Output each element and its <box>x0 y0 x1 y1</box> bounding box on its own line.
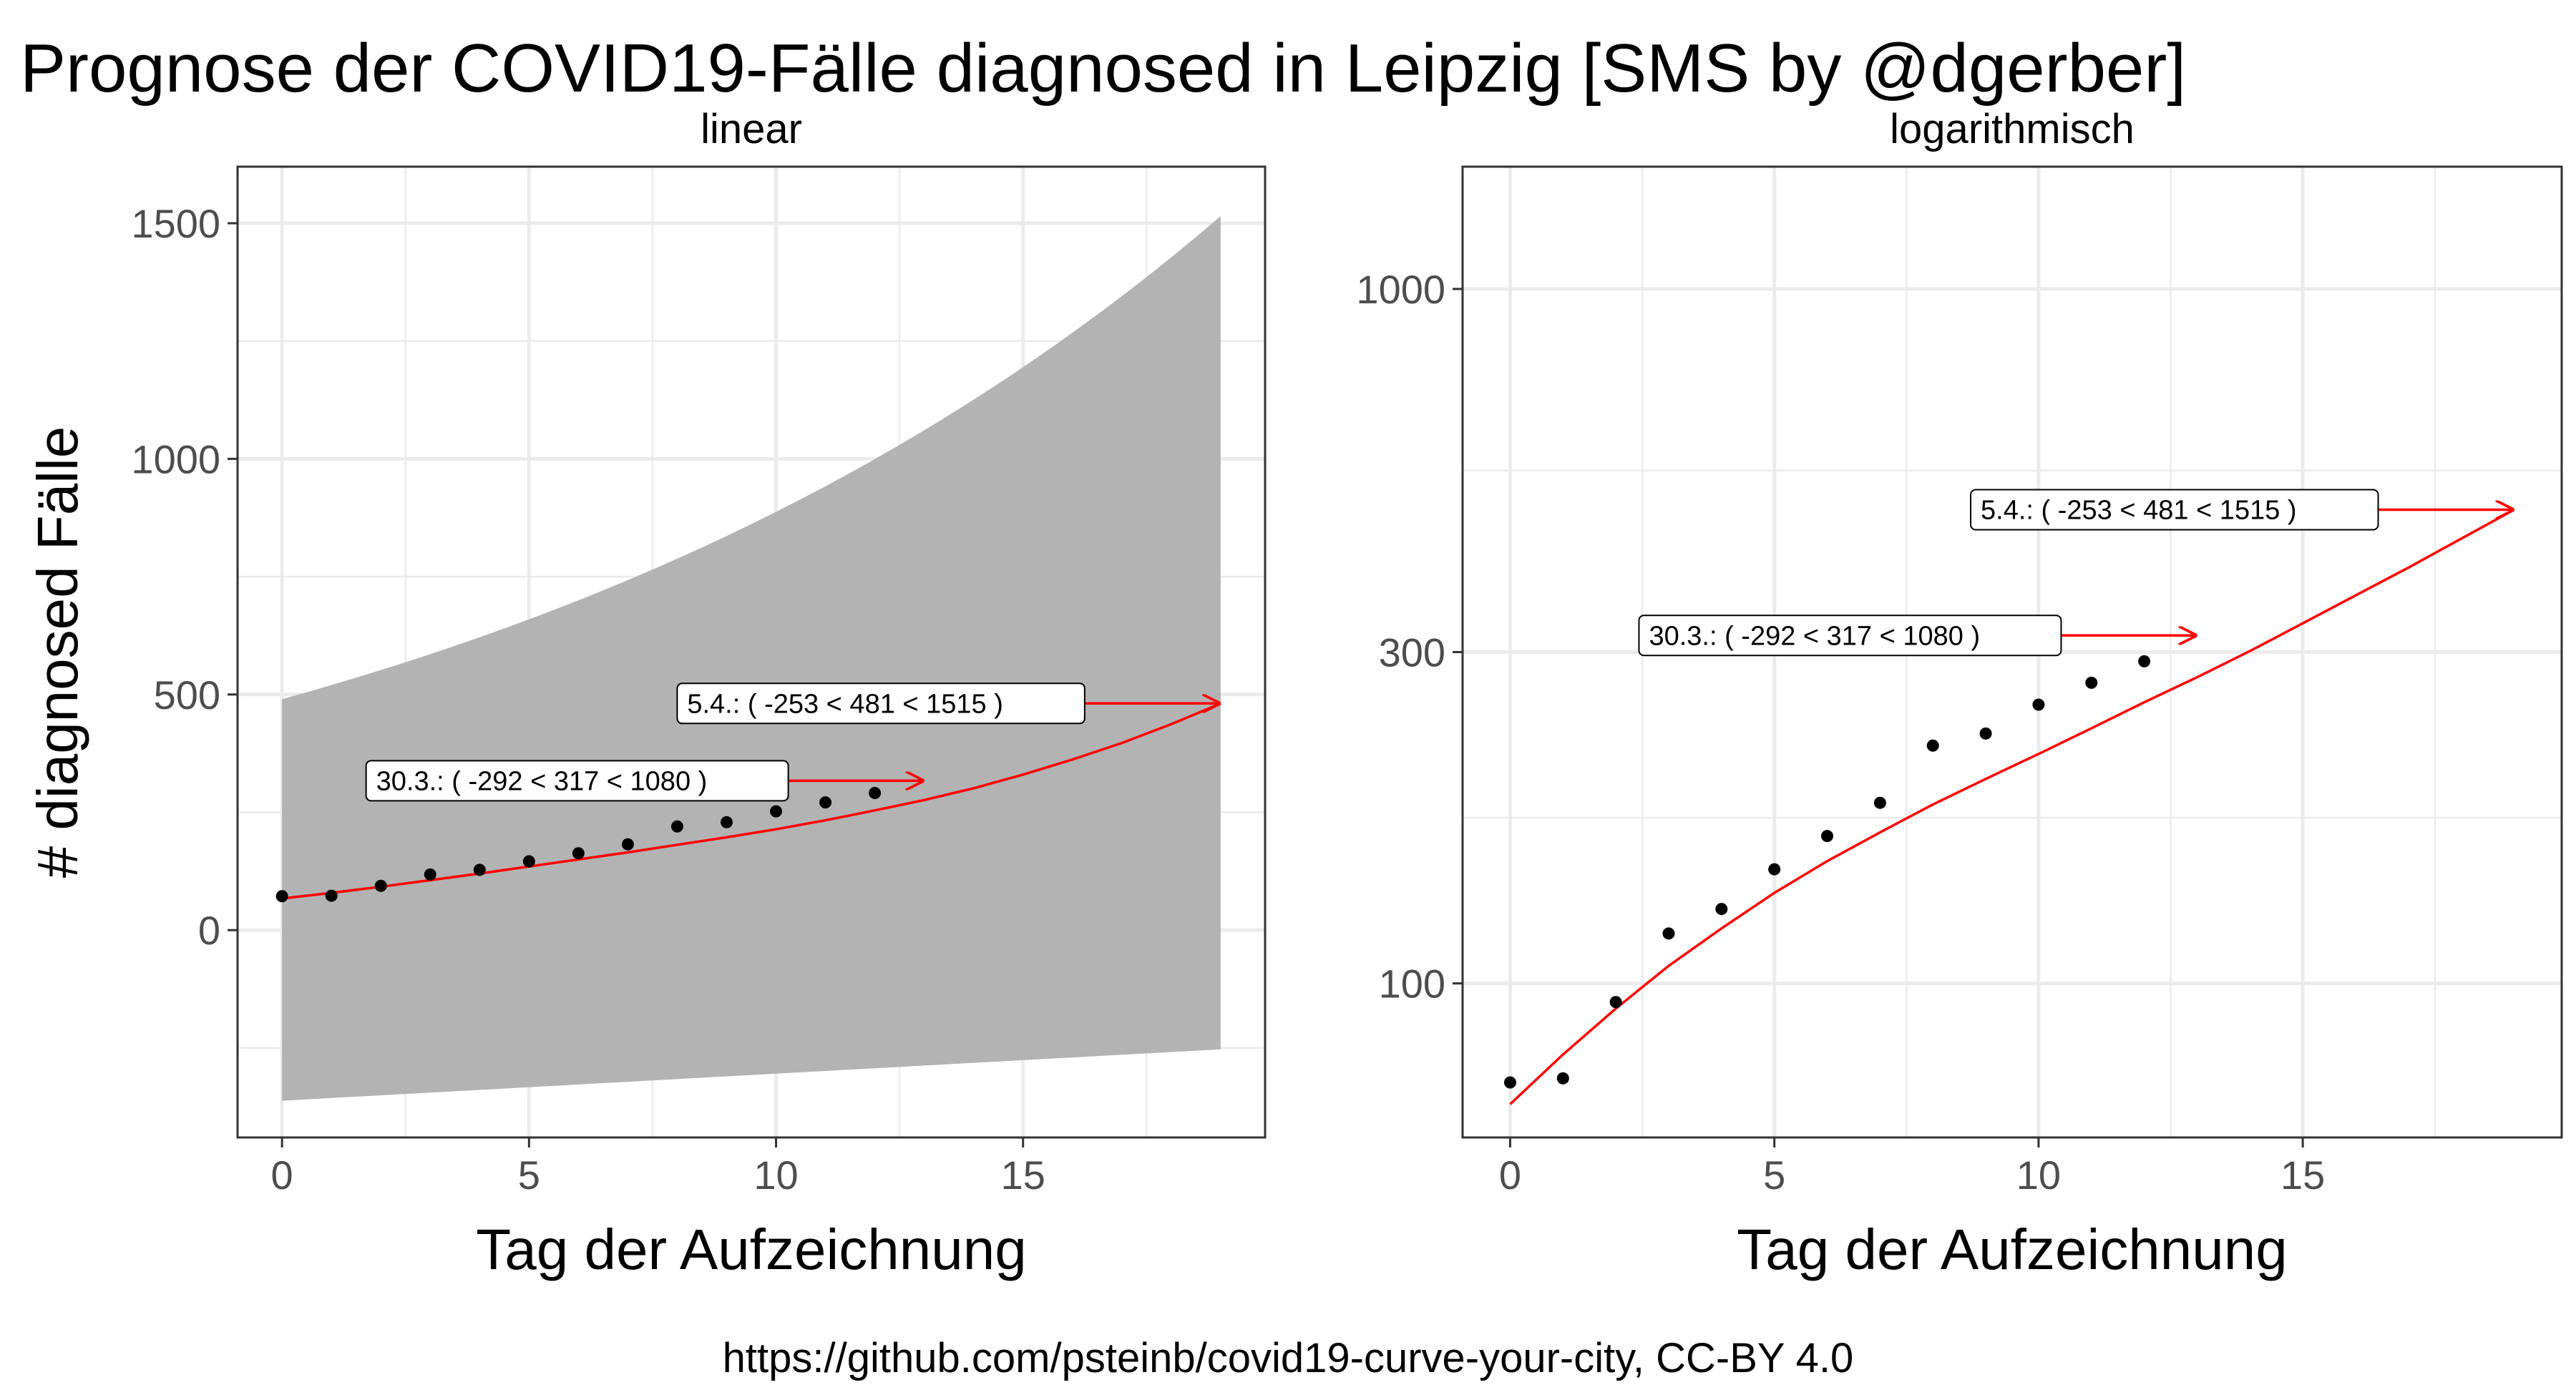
data-point <box>670 820 683 833</box>
data-point <box>720 816 733 828</box>
annotation-box <box>1638 615 2062 657</box>
chart-title: Prognose der COVID19-Fälle diagnosed in … <box>20 30 2187 107</box>
fit-line <box>1509 508 2515 1105</box>
panel-border <box>236 165 1267 1139</box>
data-point <box>275 890 288 903</box>
x-axis-title: Tag der Aufzeichnung <box>1737 1218 2287 1281</box>
data-point <box>1662 927 1675 940</box>
data-point <box>2085 676 2098 689</box>
data-point <box>2138 655 2151 667</box>
y-tick-label: 1500 <box>131 201 220 246</box>
annotation-label: 5.4.: ( -253 < 481 < 1515 ) <box>1981 495 2297 525</box>
y-axis-title: # diagnosed Fälle <box>26 426 89 878</box>
data-point <box>819 796 832 809</box>
data-point <box>1926 739 1939 752</box>
annotation-label: 30.3.: ( -292 < 317 < 1080 ) <box>376 766 708 796</box>
confidence-ribbon <box>282 216 1221 1101</box>
x-tick-label: 10 <box>2016 1152 2061 1198</box>
data-point <box>621 838 634 851</box>
x-tick-label: 15 <box>1001 1152 1045 1198</box>
panel-linear: linear 30.3.: ( -292 < 317 < 1080 ) 5.4.: … <box>131 106 1267 1281</box>
annotation-label: 5.4.: ( -253 < 481 < 1515 ) <box>687 689 1003 719</box>
data-point <box>473 863 486 876</box>
data-point <box>522 855 535 868</box>
fit-line <box>281 702 1221 900</box>
x-tick-label: 10 <box>753 1152 798 1198</box>
data-point <box>1979 727 1992 740</box>
y-tick-label: 1000 <box>1356 267 1445 312</box>
x-tick-label: 5 <box>518 1152 540 1198</box>
data-point <box>770 805 783 818</box>
data-point <box>2032 698 2045 711</box>
annotation-box <box>365 760 789 802</box>
data-point <box>1503 1076 1516 1089</box>
y-tick-label: 100 <box>1379 961 1445 1007</box>
annotation-box <box>1970 489 2379 531</box>
chart-caption: https://github.com/psteinb/covid19-curve… <box>722 1335 1854 1381</box>
data-point <box>1556 1072 1569 1085</box>
x-tick-label: 0 <box>271 1152 293 1198</box>
x-tick-label: 0 <box>1499 1152 1521 1198</box>
annotation-label: 30.3.: ( -292 < 317 < 1080 ) <box>1649 621 1980 651</box>
data-point <box>869 786 882 799</box>
x-axis-title: Tag der Aufzeichnung <box>476 1218 1026 1281</box>
y-tick-label: 500 <box>154 672 220 718</box>
panel-strip-label: logarithmisch <box>1890 106 2135 152</box>
panel-logarithmisch: logarithmisch 30.3.: ( -292 < 317 < 1080 … <box>1356 106 2563 1281</box>
data-point <box>1821 830 1834 843</box>
panel-strip-label: linear <box>701 106 802 152</box>
data-point <box>572 847 585 860</box>
annotation-box <box>676 682 1085 725</box>
y-tick-label: 0 <box>198 908 220 953</box>
data-point <box>325 889 338 902</box>
data-point <box>1768 863 1781 876</box>
data-point <box>424 868 436 881</box>
x-tick-label: 5 <box>1763 1152 1785 1198</box>
data-point <box>1715 903 1728 916</box>
x-tick-label: 15 <box>2280 1152 2325 1198</box>
y-tick-label: 1000 <box>131 436 220 481</box>
data-point <box>374 879 387 892</box>
data-point <box>1609 996 1622 1009</box>
y-tick-label: 300 <box>1379 630 1445 675</box>
data-point <box>1873 796 1886 809</box>
